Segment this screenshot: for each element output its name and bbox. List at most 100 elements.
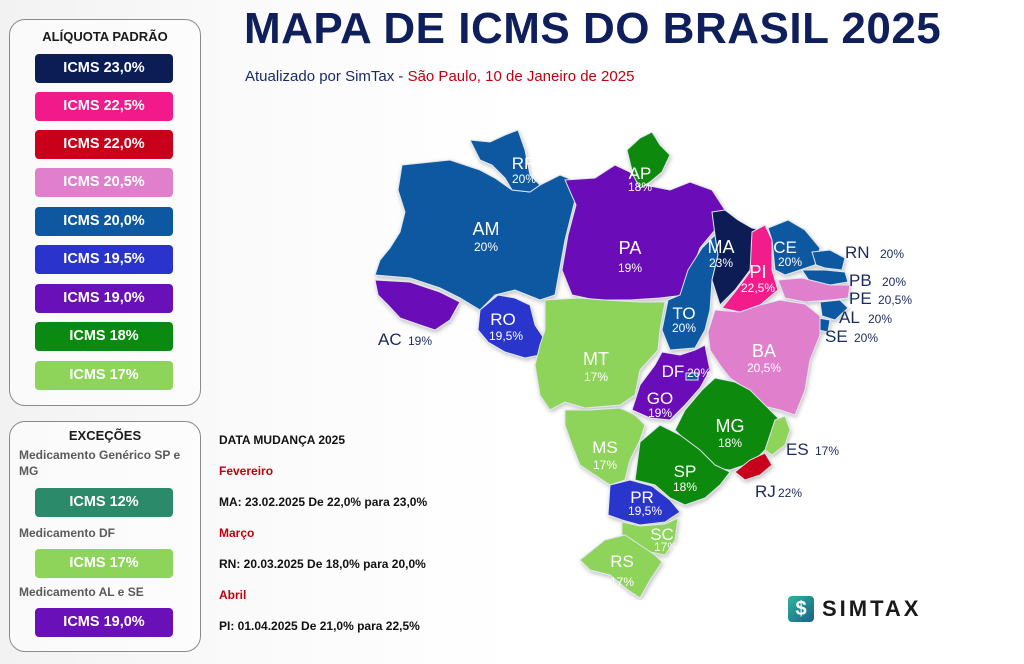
label-pe-rate: 20,5% [878,293,912,307]
legend-chip-20: ICMS 20,0% [35,207,173,236]
label-ma-uf: MA [708,237,735,257]
label-pi-rate: 22,5% [741,281,775,295]
label-pa-rate: 19% [618,261,642,275]
subtitle-location-date: São Paulo, 10 de Janeiro de 2025 [407,68,635,85]
legend-title: ALÍQUOTA PADRÃO [42,29,168,44]
state-mt[interactable] [534,297,666,411]
label-pi-uf: PI [749,262,766,282]
exception-chip-19: ICMS 19,0% [35,608,173,637]
label-se-uf: SE [825,327,848,346]
label-ro-rate: 19,5% [489,329,523,343]
label-rs-uf: RS [610,552,634,571]
state-labels: RR 20% AP 18% AM 20% PA 19% MA 23% PI 22… [473,154,803,589]
label-al-uf: AL [839,308,860,327]
state-ap[interactable] [626,131,671,189]
label-ms-uf: MS [592,438,618,457]
state-ce[interactable] [767,219,821,276]
state-df[interactable] [685,372,699,381]
legend-chip-18: ICMS 18% [35,322,173,351]
label-df-rate: 20% [687,366,711,380]
page-title: MAPA DE ICMS DO BRASIL 2025 [244,4,942,53]
label-rn-rate: 20% [880,247,904,261]
label-mg-rate: 18% [718,436,742,450]
label-sp-uf: SP [674,462,697,481]
dollar-icon: $ [788,596,814,622]
legend-chip-19: ICMS 19,0% [35,284,173,313]
label-ba-rate: 20,5% [747,361,781,375]
label-rn-uf: RN [845,243,870,262]
label-pb-rate: 20% [882,275,906,289]
legend-chip-22: ICMS 22,0% [35,130,173,159]
change-detail: MA: 23.02.2025 De 22,0% para 23,0% [219,495,428,509]
subtitle-updated-by: Atualizado por SimTax - [245,68,408,85]
state-rn[interactable] [811,249,846,271]
change-month: Março [219,526,255,540]
label-ap-uf: AP [629,164,652,183]
label-rj-rate: 22% [778,486,802,500]
label-mt-uf: MT [583,349,609,369]
state-ac[interactable] [374,279,461,331]
label-rj-uf: RJ [755,482,776,501]
state-pe[interactable] [777,277,851,303]
label-ba-uf: BA [752,341,776,361]
label-df-uf: DF [662,362,685,381]
simtax-logo: $ SIMTAX [788,596,921,622]
label-sp-rate: 18% [673,480,697,494]
exception-chip-12: ICMS 12% [35,488,173,517]
subtitle: Atualizado por SimTax - São Paulo, 10 de… [245,68,634,85]
exceptions-title: EXCEÇÕES [68,428,142,443]
label-al-rate: 20% [868,312,892,326]
label-mg-uf: MG [716,416,745,436]
label-pr-uf: PR [630,488,654,507]
label-sc-rate: 17% [654,540,678,554]
label-to-uf: TO [672,304,695,323]
label-am-uf: AM [473,219,500,239]
label-sc-uf: SC [650,525,674,544]
logo-text: SIMTAX [822,596,922,621]
label-ac-rate: 19% [408,334,432,348]
change-month: Fevereiro [219,464,274,478]
outside-labels: AC 19% RN 20% PB 20% PE 20,5% AL 20% SE … [378,243,912,501]
label-go-uf: GO [647,389,673,408]
state-rs[interactable] [579,534,663,599]
state-ms[interactable] [564,407,646,486]
label-pb-uf: PB [849,271,872,290]
legend-panel: ALÍQUOTA PADRÃO ICMS 23,0% ICMS 22,5% IC… [9,19,201,406]
legend-chip-19-5: ICMS 19,5% [35,245,173,274]
label-es-uf: ES [786,440,809,459]
label-ro-uf: RO [490,310,516,329]
change-detail: RN: 20.03.2025 De 18,0% para 20,0% [219,557,426,571]
state-ba[interactable] [707,299,821,416]
state-sp[interactable] [634,424,731,506]
exception-label-df: Medicamento DF [19,526,116,540]
state-rr[interactable] [469,129,541,193]
label-ce-uf: CE [773,238,797,257]
state-go[interactable] [631,344,711,421]
state-rj[interactable] [734,452,773,481]
label-am-rate: 20% [474,240,498,254]
label-pr-rate: 19,5% [628,504,662,518]
label-ce-rate: 20% [778,255,802,269]
state-pr[interactable] [607,479,681,526]
state-es[interactable] [764,415,791,456]
label-se-rate: 20% [854,331,878,345]
label-go-rate: 19% [648,406,672,420]
label-pe-uf: PE [849,289,872,308]
label-rr-rate: 20% [512,172,536,186]
label-ap-rate: 18% [628,180,652,194]
exception-chip-17: ICMS 17% [35,549,173,578]
label-pa-uf: PA [619,238,642,258]
label-ac-uf: AC [378,330,402,349]
label-rs-rate: 17% [610,575,634,589]
legend-chip-23: ICMS 23,0% [35,54,173,83]
label-ma-rate: 23% [709,256,733,270]
exceptions-panel: EXCEÇÕES Medicamento Genérico SP e MG IC… [9,421,201,652]
change-month: Abril [219,588,247,602]
change-detail: PI: 01.04.2025 De 21,0% para 22,5% [219,619,420,633]
legend-chip-17: ICMS 17% [35,361,173,390]
label-mt-rate: 17% [584,370,608,384]
state-al[interactable] [819,299,849,321]
label-ms-rate: 17% [593,458,617,472]
label-rr-uf: RR [512,154,537,173]
exception-label-generic: Medicamento Genérico SP e MG [19,448,181,478]
